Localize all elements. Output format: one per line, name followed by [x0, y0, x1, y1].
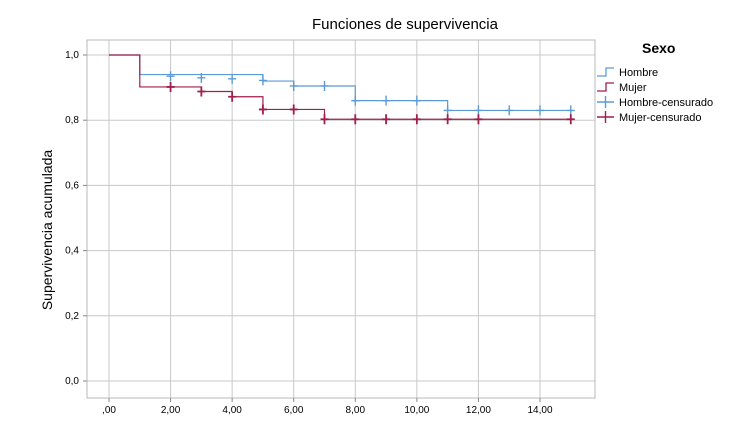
censored-mark	[166, 81, 175, 92]
x-tick-label: 4,00	[222, 405, 242, 416]
y-tick-label: 0,0	[65, 376, 79, 387]
censored-mark	[474, 114, 483, 125]
x-tick-label: 14,00	[527, 405, 552, 416]
x-tick-label: 6,00	[284, 405, 304, 416]
legend-entry: Hombre	[597, 67, 658, 79]
y-tick-label: 0,8	[65, 115, 79, 126]
legend-label: Hombre-censurado	[619, 97, 713, 109]
y-tick-label: 0,6	[65, 180, 79, 191]
censored-mark	[320, 80, 329, 91]
censored-mark	[197, 72, 206, 83]
censored-mark	[566, 105, 575, 116]
censored-mark	[566, 114, 575, 125]
y-tick-label: 1,0	[65, 50, 79, 61]
censored-mark	[228, 91, 237, 102]
legend: Sexo Hombre Mujer Hombre-censurado Mujer-ce…	[597, 40, 713, 124]
censored-mark	[351, 95, 360, 106]
legend-label: Mujer-censurado	[619, 112, 702, 124]
legend-label: Hombre	[619, 67, 658, 79]
legend-cross-icon	[597, 96, 614, 108]
censored-mark	[474, 105, 483, 116]
y-axis-label: Supervivencia acumulada	[39, 150, 55, 311]
y-tick-label: 0,2	[65, 311, 79, 322]
censored-mark	[228, 73, 237, 84]
censored-mark	[382, 114, 391, 125]
censored-mark	[443, 114, 452, 125]
legend-entry: Mujer-censurado	[597, 111, 702, 124]
censored-mark	[320, 114, 329, 125]
series-hombre	[109, 54, 575, 116]
censored-mark	[412, 114, 421, 125]
censored-mark	[258, 104, 267, 115]
legend-step-icon	[597, 82, 614, 92]
x-tick-label: 2,00	[161, 405, 181, 416]
censored-mark	[412, 95, 421, 106]
censored-mark	[443, 105, 452, 116]
censored-mark	[197, 86, 206, 97]
legend-label: Mujer	[619, 82, 647, 94]
censored-mark	[258, 75, 267, 86]
x-tick-label: 8,00	[346, 405, 366, 416]
censored-mark	[289, 80, 298, 91]
legend-entry: Mujer	[597, 82, 647, 94]
legend-title: Sexo	[642, 40, 675, 56]
legend-entries: Hombre Mujer Hombre-censurado Mujer-censura…	[597, 67, 713, 124]
series-layer	[109, 54, 575, 125]
legend-step-icon	[597, 67, 614, 77]
censored-mark	[536, 105, 544, 116]
censored-mark	[382, 95, 391, 106]
censored-mark	[505, 105, 514, 116]
x-axis: ,00 2,00 4,00 6,00 8,00 10,00 12,00 14,00	[102, 398, 553, 416]
series-mujer	[109, 54, 575, 125]
censored-mark	[289, 104, 298, 115]
censored-mark	[351, 114, 360, 125]
y-tick-label: 0,4	[65, 246, 79, 257]
chart-title: Funciones de supervivencia	[312, 16, 499, 33]
x-tick-label: 10,00	[404, 405, 429, 416]
x-tick-label: ,00	[102, 405, 116, 416]
plot-frame	[86, 39, 596, 399]
x-tick-label: 12,00	[466, 405, 491, 416]
y-axis: 0,0 0,2 0,4 0,6 0,8 1,0	[65, 50, 87, 387]
legend-entry: Hombre-censurado	[597, 96, 713, 109]
censored-mark	[166, 71, 175, 82]
legend-cross-icon	[597, 111, 614, 123]
